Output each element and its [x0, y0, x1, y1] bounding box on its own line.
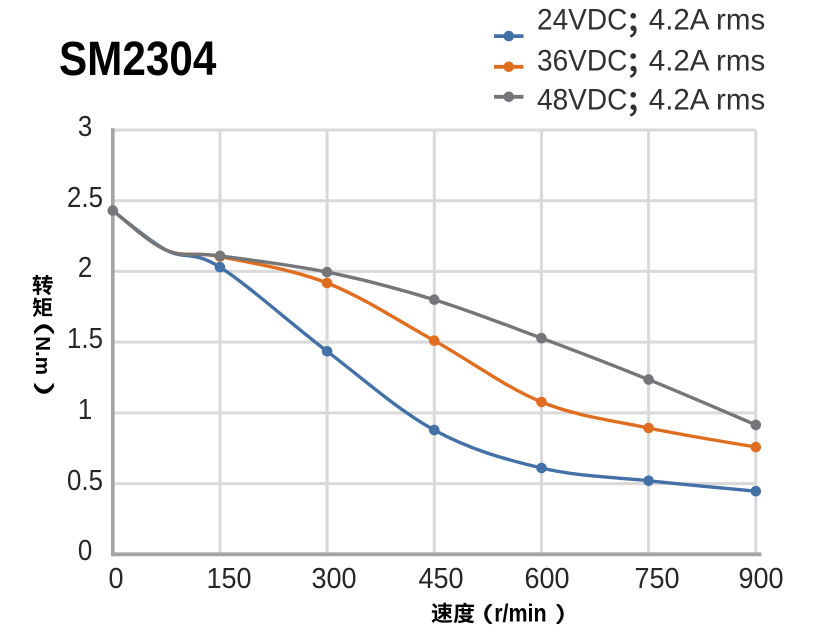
svg-text:r/min: r/min	[494, 599, 546, 627]
svg-text:N.m: N.m	[31, 336, 54, 375]
